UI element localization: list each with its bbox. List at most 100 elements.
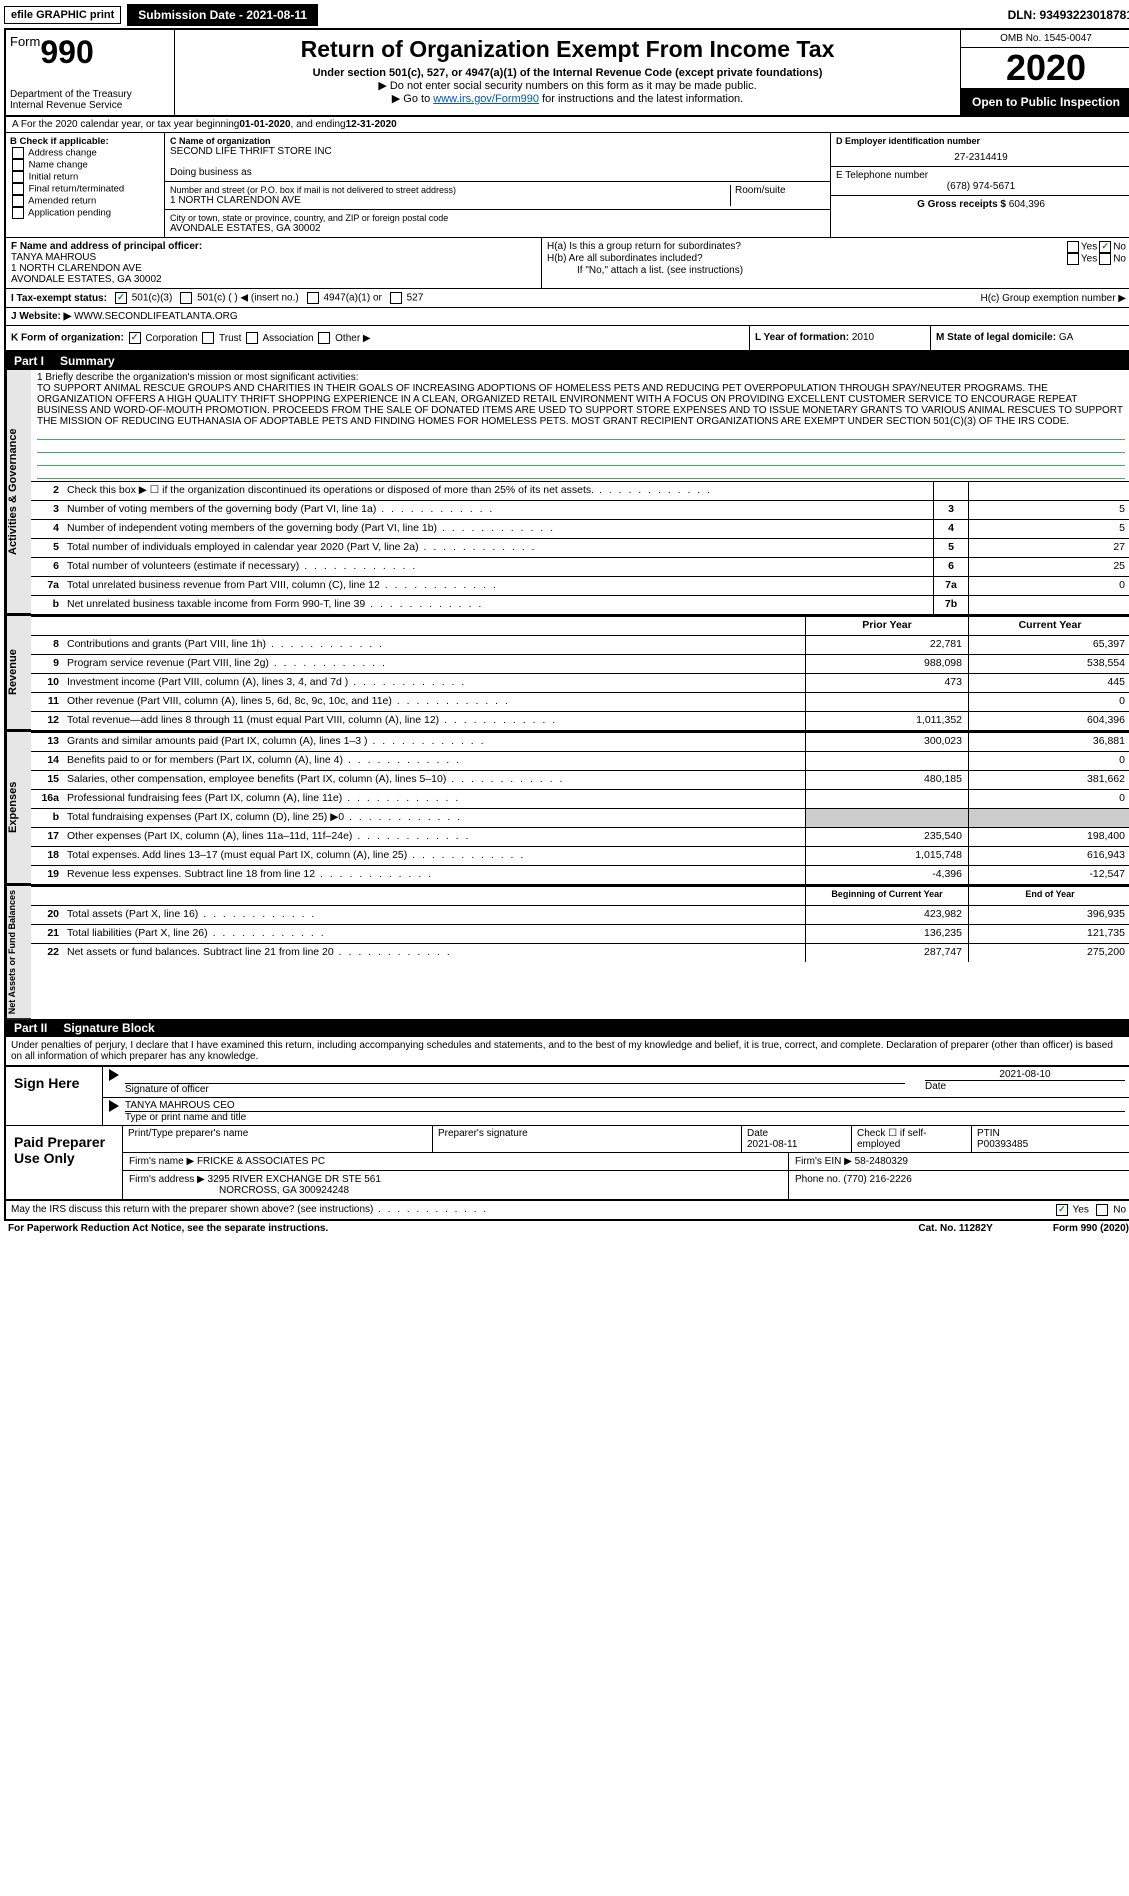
check-initial-return[interactable]: Initial return bbox=[10, 171, 160, 183]
data-line: b Total fundraising expenses (Part IX, c… bbox=[31, 808, 1129, 827]
line-box: 7a bbox=[933, 577, 968, 595]
row-i: I Tax-exempt status: 501(c)(3) 501(c) ( … bbox=[6, 289, 1129, 308]
gross-receipts-value: 604,396 bbox=[1009, 199, 1045, 210]
part-ii-title: Signature Block bbox=[63, 1021, 154, 1035]
check-application-pending[interactable]: Application pending bbox=[10, 207, 160, 219]
line-desc: Benefits paid to or for members (Part IX… bbox=[63, 752, 805, 770]
section-bcde: B Check if applicable: Address change Na… bbox=[6, 133, 1129, 238]
year-formation-label: L Year of formation: bbox=[755, 332, 849, 343]
officer-name-title: TANYA MAHROUS CEO bbox=[125, 1100, 1125, 1112]
prior-val: 300,023 bbox=[805, 733, 968, 751]
expenses-section: Expenses 13 Grants and similar amounts p… bbox=[6, 730, 1129, 884]
ptin-label: PTIN bbox=[977, 1128, 1000, 1139]
prior-val: 423,982 bbox=[805, 906, 968, 924]
opt-501c3[interactable]: 501(c)(3) bbox=[113, 292, 172, 304]
opt-trust[interactable]: Trust bbox=[200, 333, 241, 344]
current-year-header: Current Year bbox=[968, 617, 1129, 635]
line-desc: Total revenue—add lines 8 through 11 (mu… bbox=[63, 712, 805, 730]
firm-phone: (770) 216-2226 bbox=[843, 1174, 911, 1185]
check-name-change[interactable]: Name change bbox=[10, 159, 160, 171]
ein-label: D Employer identification number bbox=[836, 136, 1126, 146]
check-final-return[interactable]: Final return/terminated bbox=[10, 183, 160, 195]
current-val: 396,935 bbox=[968, 906, 1129, 924]
sign-here-row: Sign Here Signature of officer 2021-08-1… bbox=[6, 1065, 1129, 1126]
ha-yes[interactable]: Yes bbox=[1065, 241, 1097, 253]
footer: For Paperwork Reduction Act Notice, see … bbox=[4, 1221, 1129, 1236]
line-desc: Number of independent voting members of … bbox=[63, 520, 933, 538]
data-line: 16a Professional fundraising fees (Part … bbox=[31, 789, 1129, 808]
officer-label: F Name and address of principal officer: bbox=[11, 241, 202, 252]
sig-date: 2021-08-10 bbox=[925, 1069, 1125, 1080]
form-title: Return of Organization Exempt From Incom… bbox=[181, 36, 954, 63]
right-header-cell: OMB No. 1545-0047 2020 Open to Public In… bbox=[960, 30, 1129, 115]
paperwork-notice: For Paperwork Reduction Act Notice, see … bbox=[8, 1223, 328, 1234]
prep-date: 2021-08-11 bbox=[747, 1139, 797, 1150]
line-desc: Revenue less expenses. Subtract line 18 … bbox=[63, 866, 805, 884]
firm-ein-label: Firm's EIN ▶ bbox=[795, 1156, 852, 1167]
line-num: b bbox=[31, 596, 63, 614]
city-label: City or town, state or province, country… bbox=[170, 213, 825, 223]
data-line: 22 Net assets or fund balances. Subtract… bbox=[31, 943, 1129, 962]
data-line: 12 Total revenue—add lines 8 through 11 … bbox=[31, 711, 1129, 730]
discuss-no[interactable]: No bbox=[1094, 1204, 1126, 1216]
current-val: 0 bbox=[968, 693, 1129, 711]
line-num: 19 bbox=[31, 866, 63, 884]
firm-addr1: 3295 RIVER EXCHANGE DR STE 561 bbox=[208, 1174, 381, 1185]
self-employed-check[interactable]: Check ☐ if self-employed bbox=[851, 1126, 971, 1153]
opt-corporation[interactable]: Corporation bbox=[127, 333, 198, 344]
form-container: Form990 Department of the Treasury Inter… bbox=[4, 28, 1129, 1221]
opt-association[interactable]: Association bbox=[244, 333, 313, 344]
preparer-grid: Print/Type preparer's name Preparer's si… bbox=[123, 1126, 1129, 1153]
phone-label: E Telephone number bbox=[836, 170, 1126, 181]
opt-501c[interactable]: 501(c) ( ) ◀ (insert no.) bbox=[178, 292, 298, 304]
instructions-link[interactable]: www.irs.gov/Form990 bbox=[433, 93, 539, 105]
line-box: 5 bbox=[933, 539, 968, 557]
ha-no[interactable]: No bbox=[1097, 241, 1126, 253]
sig-date-label: Date bbox=[925, 1080, 1125, 1092]
check-amended-return[interactable]: Amended return bbox=[10, 195, 160, 207]
col-b: B Check if applicable: Address change Na… bbox=[6, 133, 165, 237]
line-val bbox=[968, 596, 1129, 614]
org-name: SECOND LIFE THRIFT STORE INC bbox=[170, 146, 825, 157]
submission-date-button[interactable]: Submission Date - 2021-08-11 bbox=[127, 4, 318, 26]
data-line: 20 Total assets (Part X, line 16) 423,98… bbox=[31, 905, 1129, 924]
line-num: 21 bbox=[31, 925, 63, 943]
subtitle-1: Under section 501(c), 527, or 4947(a)(1)… bbox=[181, 67, 954, 79]
vtab-revenue: Revenue bbox=[6, 616, 31, 730]
name-title-label: Type or print name and title bbox=[125, 1112, 1125, 1123]
opt-other[interactable]: Other ▶ bbox=[316, 333, 370, 344]
line-desc: Check this box ▶ ☐ if the organization d… bbox=[63, 482, 933, 500]
hb-yes[interactable]: Yes bbox=[1065, 253, 1097, 265]
opt-527[interactable]: 527 bbox=[388, 292, 423, 304]
check-address-change[interactable]: Address change bbox=[10, 147, 160, 159]
prior-val: 988,098 bbox=[805, 655, 968, 673]
data-line: 19 Revenue less expenses. Subtract line … bbox=[31, 865, 1129, 884]
firm-addr-label: Firm's address ▶ bbox=[129, 1174, 205, 1185]
tax-exempt-label: I Tax-exempt status: bbox=[11, 293, 107, 304]
line-num: 5 bbox=[31, 539, 63, 557]
blueline bbox=[37, 440, 1125, 453]
line-num: 10 bbox=[31, 674, 63, 692]
dept-label: Department of the Treasury Internal Reve… bbox=[10, 89, 170, 111]
current-val: 604,396 bbox=[968, 712, 1129, 730]
vtab-governance: Activities & Governance bbox=[6, 370, 31, 614]
form-id-cell: Form990 Department of the Treasury Inter… bbox=[6, 30, 175, 115]
gov-line: 2 Check this box ▶ ☐ if the organization… bbox=[31, 481, 1129, 500]
line-desc: Other revenue (Part VIII, column (A), li… bbox=[63, 693, 805, 711]
sig-officer-label: Signature of officer bbox=[125, 1084, 905, 1095]
line-num: 13 bbox=[31, 733, 63, 751]
line-box: 3 bbox=[933, 501, 968, 519]
discuss-yes[interactable]: Yes bbox=[1054, 1204, 1089, 1216]
paid-preparer-label: Paid Preparer Use Only bbox=[6, 1126, 123, 1199]
line-box: 6 bbox=[933, 558, 968, 576]
opt-4947[interactable]: 4947(a)(1) or bbox=[305, 292, 382, 304]
firm-phone-label: Phone no. bbox=[795, 1174, 841, 1185]
topbar: efile GRAPHIC print Submission Date - 20… bbox=[4, 4, 1129, 26]
data-line: 8 Contributions and grants (Part VIII, l… bbox=[31, 635, 1129, 654]
state-domicile-value: GA bbox=[1059, 332, 1073, 343]
firm-ein: 58-2480329 bbox=[855, 1156, 908, 1167]
hb-no[interactable]: No bbox=[1097, 253, 1126, 265]
line-val bbox=[968, 482, 1129, 500]
current-val: 198,400 bbox=[968, 828, 1129, 846]
prior-val bbox=[805, 752, 968, 770]
